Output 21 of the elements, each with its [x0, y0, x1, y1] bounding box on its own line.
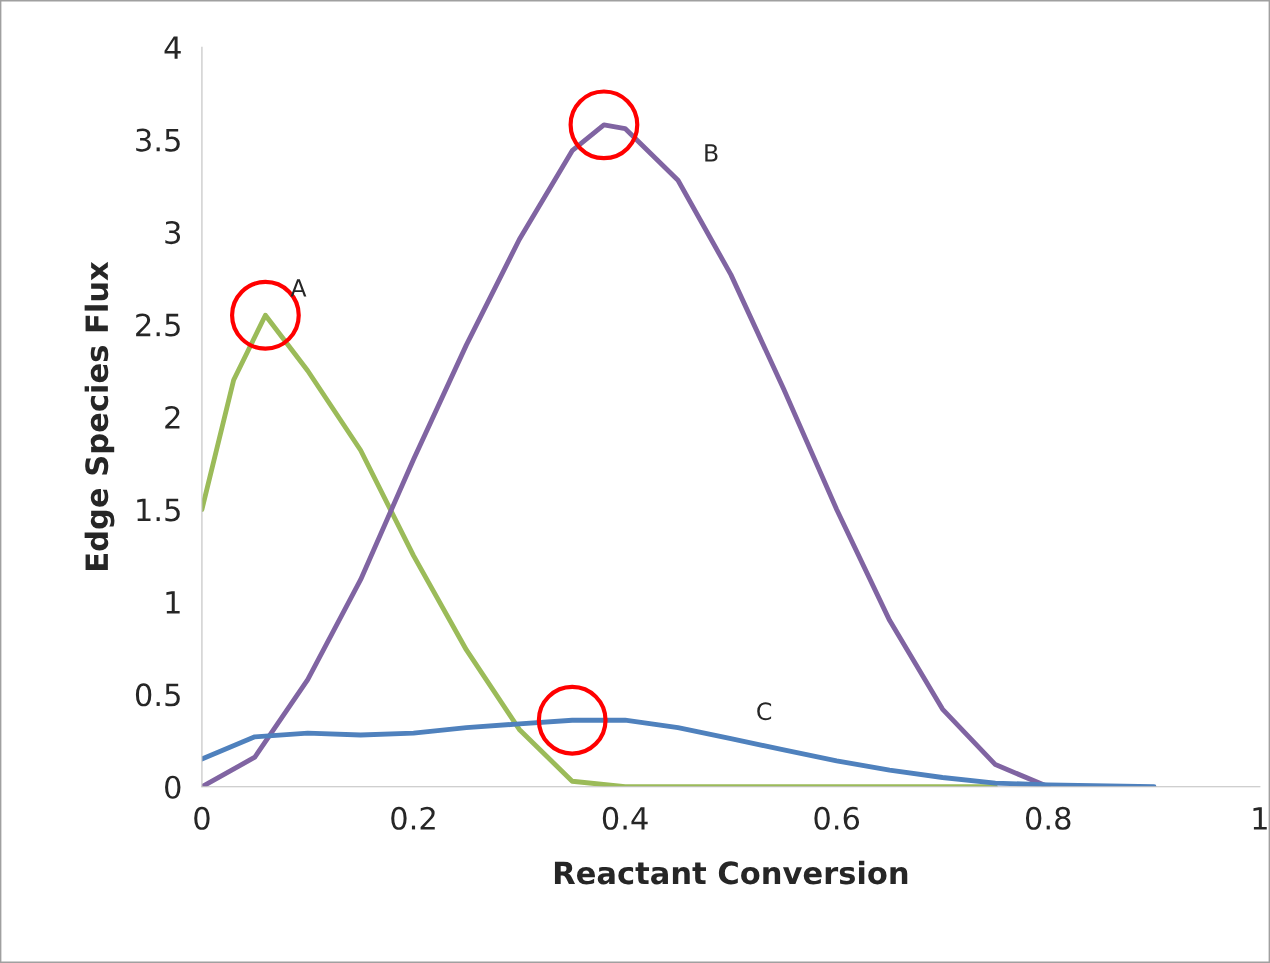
y-tick-label: 2	[165, 405, 180, 429]
y-tick-label: 0	[165, 775, 181, 799]
x-tick-label: 0	[194, 806, 210, 830]
annotation: C	[757, 702, 772, 721]
x-tick-label: 0.6	[814, 806, 860, 830]
y-tick-label: 1	[166, 591, 180, 614]
y-tick-label: 3	[165, 221, 181, 245]
y-tick-label: 3.5	[136, 128, 180, 152]
annotation: B	[705, 144, 718, 162]
x-axis-title: Reactant Conversion	[554, 860, 908, 885]
y-tick-label: 0.5	[135, 683, 180, 707]
x-tick-label: 0.8	[1025, 806, 1071, 830]
y-axis-title: Edge Species Flux	[84, 261, 115, 570]
annotation: A	[290, 279, 307, 297]
x-tick-label: 0.2	[391, 806, 435, 830]
y-tick-label: 1.5	[137, 498, 180, 522]
y-tick-label: 4	[164, 36, 181, 59]
x-tick-label: 0.4	[602, 806, 648, 830]
y-tick-label: 2.5	[136, 313, 180, 337]
line-series	[201, 312, 998, 787]
x-tick-label: 1	[1253, 807, 1267, 830]
